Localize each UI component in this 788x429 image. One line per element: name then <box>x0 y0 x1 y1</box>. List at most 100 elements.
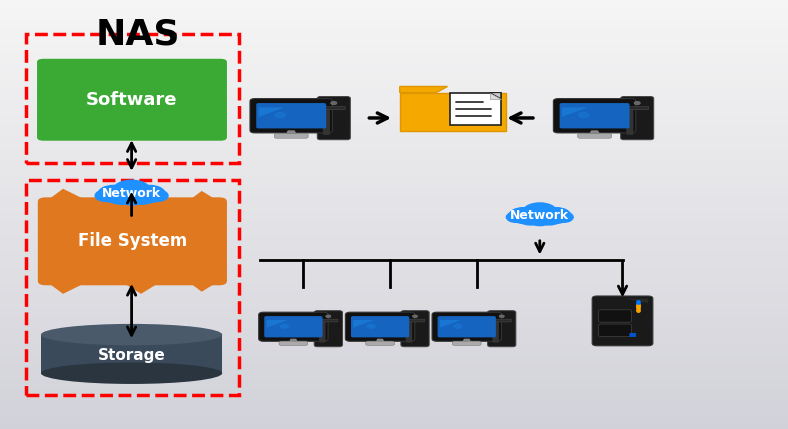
Bar <box>0 383 788 386</box>
Bar <box>0 32 788 36</box>
Bar <box>0 18 788 21</box>
Circle shape <box>113 180 151 201</box>
Bar <box>0 293 788 297</box>
Bar <box>0 325 788 329</box>
Bar <box>0 72 788 75</box>
Bar <box>0 368 788 372</box>
Bar <box>0 426 788 429</box>
Circle shape <box>366 323 376 329</box>
Bar <box>0 397 788 400</box>
Bar <box>0 157 788 161</box>
Polygon shape <box>288 339 298 343</box>
Bar <box>0 214 788 218</box>
Bar <box>0 322 788 325</box>
FancyBboxPatch shape <box>319 320 325 343</box>
Text: Network: Network <box>510 209 570 222</box>
Circle shape <box>412 315 418 318</box>
Bar <box>0 340 788 343</box>
Bar <box>0 243 788 247</box>
Bar <box>0 190 788 193</box>
FancyBboxPatch shape <box>553 99 636 133</box>
Bar <box>26 180 239 395</box>
Circle shape <box>128 189 156 204</box>
Bar <box>0 275 788 279</box>
Circle shape <box>527 211 553 226</box>
Bar <box>0 204 788 207</box>
Bar <box>0 115 788 118</box>
Bar <box>0 164 788 168</box>
Bar <box>0 179 788 182</box>
Circle shape <box>537 211 563 225</box>
Bar <box>0 343 788 347</box>
FancyBboxPatch shape <box>488 311 516 347</box>
Bar <box>0 375 788 379</box>
Text: Storage: Storage <box>98 348 165 363</box>
Bar <box>0 136 788 139</box>
Bar <box>0 50 788 54</box>
Circle shape <box>499 315 504 318</box>
Bar <box>0 408 788 411</box>
Bar <box>0 104 788 107</box>
FancyBboxPatch shape <box>492 320 499 343</box>
Bar <box>0 257 788 261</box>
Bar <box>0 304 788 308</box>
Bar <box>0 121 788 125</box>
Bar <box>0 150 788 154</box>
Circle shape <box>280 323 289 329</box>
Polygon shape <box>375 339 385 343</box>
Bar <box>0 239 788 243</box>
Text: NAS: NAS <box>95 17 180 51</box>
Bar <box>0 196 788 200</box>
Bar <box>26 34 239 163</box>
Bar <box>0 97 788 100</box>
Bar <box>0 404 788 408</box>
FancyBboxPatch shape <box>318 97 351 140</box>
Bar <box>0 54 788 57</box>
Circle shape <box>634 101 641 105</box>
Bar <box>0 361 788 365</box>
Circle shape <box>107 189 136 204</box>
Bar <box>0 250 788 254</box>
FancyBboxPatch shape <box>559 103 630 128</box>
Bar <box>0 311 788 314</box>
Bar <box>0 46 788 50</box>
Ellipse shape <box>41 363 222 384</box>
Bar <box>0 143 788 147</box>
FancyBboxPatch shape <box>630 333 636 337</box>
FancyBboxPatch shape <box>437 316 496 337</box>
Bar <box>0 200 788 204</box>
Bar <box>0 7 788 11</box>
Bar <box>0 329 788 332</box>
Bar <box>0 186 788 190</box>
FancyBboxPatch shape <box>319 319 338 322</box>
Bar <box>0 400 788 404</box>
Bar <box>0 25 788 29</box>
Bar <box>0 286 788 290</box>
Circle shape <box>554 212 573 222</box>
FancyBboxPatch shape <box>258 312 328 341</box>
Bar <box>0 147 788 150</box>
Bar <box>0 11 788 14</box>
Bar <box>41 335 222 373</box>
FancyBboxPatch shape <box>37 59 227 141</box>
Bar <box>0 314 788 318</box>
Bar <box>0 236 788 239</box>
Bar <box>0 3 788 7</box>
Bar <box>0 379 788 383</box>
Bar <box>0 161 788 164</box>
Bar <box>0 111 788 115</box>
Bar <box>0 272 788 275</box>
FancyBboxPatch shape <box>256 103 326 128</box>
Bar <box>0 168 788 172</box>
FancyBboxPatch shape <box>322 106 345 110</box>
Polygon shape <box>46 272 219 294</box>
Circle shape <box>453 323 463 329</box>
Bar <box>0 89 788 93</box>
Bar <box>0 175 788 179</box>
Bar <box>0 318 788 322</box>
FancyBboxPatch shape <box>250 99 333 133</box>
Circle shape <box>507 212 526 222</box>
Bar <box>0 218 788 222</box>
FancyBboxPatch shape <box>314 311 343 347</box>
Circle shape <box>325 315 331 318</box>
